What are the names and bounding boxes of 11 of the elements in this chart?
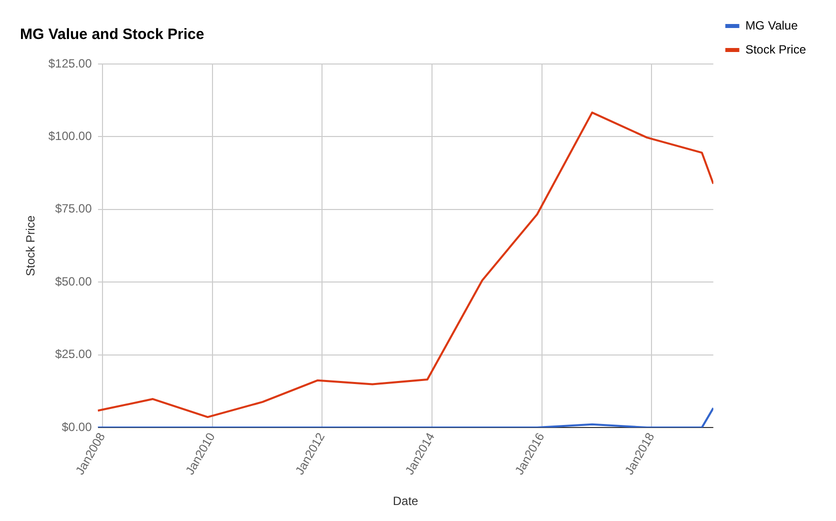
y-tick-label: $125.00 [48,56,92,70]
y-axis-title: Stock Price [24,215,38,276]
legend-label: Stock Price [745,42,806,56]
y-tick-label: $50.00 [55,274,92,288]
y-tick-label: $75.00 [55,202,92,216]
y-tick-label: $25.00 [55,347,92,362]
y-tick-label: $100.00 [48,129,92,144]
x-axis-title: Date [392,494,419,508]
legend-label: MG Value [745,18,798,32]
chart-title: MG Value and Stock Price [20,26,204,44]
y-tick-label: $0.00 [62,420,92,434]
